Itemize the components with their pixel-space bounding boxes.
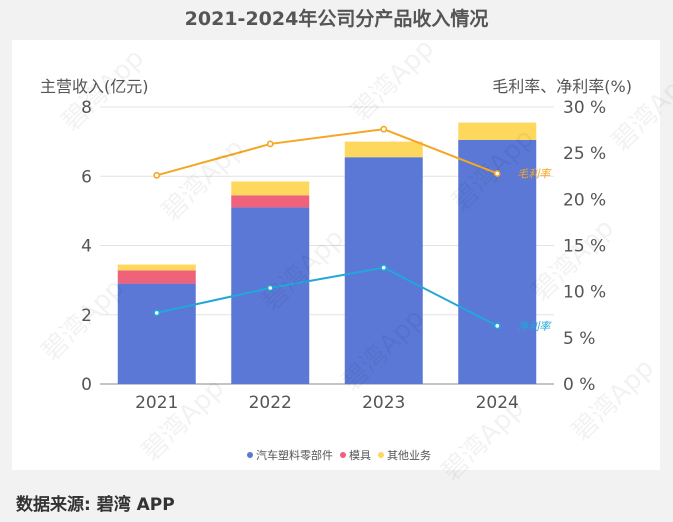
y-axis-title: 主营收入(亿元) (40, 77, 149, 96)
bar-segment (117, 283, 196, 384)
bar-segment (458, 122, 537, 140)
y-tick-label: 6 (81, 167, 92, 187)
y2-axis-title: 毛利率、净利率(%) (492, 77, 632, 96)
legend-marker (247, 452, 253, 458)
legend-marker (378, 452, 384, 458)
bar-segment (117, 264, 196, 271)
line-point (153, 171, 161, 179)
bar-segment (117, 270, 196, 284)
y2-tick-label: 25 % (563, 144, 606, 164)
line-end-label: 毛利率 (517, 167, 552, 180)
y2-tick-label: 15 % (563, 237, 606, 257)
bar-segment (231, 207, 310, 384)
bar-segment (231, 181, 310, 196)
line-point (266, 140, 274, 148)
line-point (493, 170, 501, 177)
line-point (153, 309, 161, 317)
legend-label: 模具 (349, 449, 371, 462)
bar-segment (231, 195, 310, 208)
y-tick-label: 2 (81, 306, 92, 326)
y2-tick-label: 20 % (563, 190, 606, 210)
x-tick-label: 2023 (362, 393, 405, 413)
line-point (493, 322, 501, 330)
y2-tick-label: 10 % (563, 283, 606, 303)
legend-marker (340, 452, 346, 458)
bar-segment (458, 139, 537, 384)
line-end-label: 净利率 (517, 320, 552, 333)
line-point (380, 125, 388, 133)
y-tick-label: 4 (81, 237, 92, 257)
data-source: 数据来源: 碧湾 APP (16, 495, 175, 515)
y-tick-label: 8 (81, 98, 92, 118)
line-point (380, 264, 388, 272)
x-tick-label: 2022 (249, 393, 292, 413)
y2-tick-label: 0 % (563, 375, 595, 395)
line-point (266, 284, 274, 292)
chart-title: 2021-2024年公司分产品收入情况 (184, 8, 489, 30)
series-line (156, 128, 498, 177)
chart-panel: 毛利率净利率 0 2 4 6 8 0 % 5 % 10 % 15 % 20 % 25 % 30 % 主营… (12, 40, 660, 470)
y2-tick-label: 30 % (563, 98, 606, 118)
x-tick-label: 2024 (476, 393, 519, 413)
legend-label: 其他业务 (387, 449, 431, 462)
bar-segment (344, 141, 423, 158)
y2-tick-label: 5 % (563, 329, 595, 349)
series-line (156, 266, 498, 327)
legend-label: 汽车塑料零部件 (256, 448, 333, 462)
y-tick-label: 0 (81, 375, 92, 395)
x-tick-label: 2021 (135, 393, 178, 413)
